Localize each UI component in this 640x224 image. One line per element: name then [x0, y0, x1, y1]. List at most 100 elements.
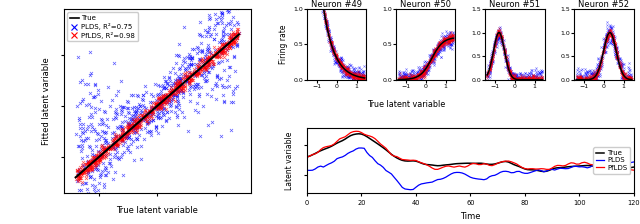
Point	[359, 69, 369, 73]
Point	[132, 130, 142, 133]
Point	[426, 55, 436, 59]
Point	[497, 39, 507, 43]
Point	[622, 76, 632, 80]
Point	[580, 83, 591, 87]
Point	[340, 68, 350, 71]
Point	[97, 152, 107, 156]
Point	[172, 84, 182, 88]
Point	[81, 103, 91, 107]
Point	[616, 67, 626, 71]
Point	[349, 69, 359, 73]
Point	[523, 81, 533, 84]
Point	[437, 42, 447, 45]
Point	[614, 60, 625, 63]
Point	[593, 65, 603, 68]
Point	[86, 152, 97, 156]
Point	[347, 72, 357, 76]
Point	[431, 54, 442, 58]
Point	[78, 171, 88, 174]
Point	[164, 99, 174, 103]
Point	[88, 220, 99, 223]
Point	[534, 82, 545, 86]
Point	[428, 54, 438, 57]
Point	[484, 67, 495, 71]
Point	[333, 58, 343, 62]
Point	[77, 168, 87, 171]
Point	[90, 159, 100, 163]
Point	[147, 134, 157, 137]
Point	[198, 58, 208, 62]
Point	[116, 127, 126, 131]
Point	[359, 75, 369, 78]
Point	[73, 173, 83, 177]
Point	[438, 41, 449, 44]
Point	[524, 80, 534, 84]
Point	[426, 60, 436, 64]
Point	[130, 125, 140, 129]
Point	[129, 118, 140, 121]
Point	[399, 74, 409, 78]
Point	[506, 74, 516, 78]
Point	[520, 75, 530, 79]
Point	[164, 88, 175, 92]
Point	[499, 49, 509, 53]
Point	[448, 31, 458, 35]
Point	[505, 72, 515, 76]
Point	[603, 36, 613, 39]
Point	[593, 68, 604, 71]
Point	[393, 85, 403, 88]
Point	[519, 81, 529, 84]
Point	[593, 67, 604, 71]
Point	[322, 27, 332, 30]
Point	[448, 34, 458, 38]
Point	[165, 70, 175, 74]
Point	[92, 167, 102, 171]
Point	[359, 76, 369, 80]
Point	[354, 71, 364, 74]
Point	[515, 76, 525, 80]
Point	[447, 38, 457, 42]
Point	[154, 105, 164, 108]
Point	[337, 66, 347, 70]
Point	[610, 51, 620, 54]
Point	[575, 75, 586, 79]
Point	[396, 75, 406, 78]
Point	[424, 63, 434, 67]
Point	[515, 76, 525, 80]
Point	[124, 112, 134, 115]
Point	[143, 117, 154, 121]
Point	[230, 38, 241, 42]
Point	[122, 134, 132, 137]
Point	[394, 73, 404, 77]
Point	[123, 126, 133, 129]
Point	[398, 77, 408, 81]
Point	[359, 74, 369, 78]
Point	[620, 75, 630, 79]
Point	[348, 71, 358, 74]
Point	[335, 64, 346, 68]
Point	[175, 76, 185, 80]
Point	[489, 44, 499, 47]
Point	[413, 75, 423, 79]
Point	[129, 120, 140, 123]
Point	[175, 84, 186, 88]
Point	[322, 28, 332, 32]
Point	[426, 59, 436, 63]
Point	[184, 76, 195, 80]
Point	[517, 75, 527, 79]
Point	[623, 77, 633, 81]
Point	[611, 49, 621, 53]
Point	[422, 63, 433, 66]
Point	[330, 53, 340, 57]
Point	[335, 59, 346, 62]
Point	[335, 61, 346, 65]
Point	[403, 73, 413, 76]
Point	[580, 78, 591, 81]
Point	[488, 50, 498, 54]
Point	[138, 98, 148, 101]
Point	[530, 69, 540, 72]
Point	[538, 76, 548, 79]
Point	[397, 78, 408, 82]
Point	[537, 75, 547, 79]
Point	[573, 77, 583, 81]
